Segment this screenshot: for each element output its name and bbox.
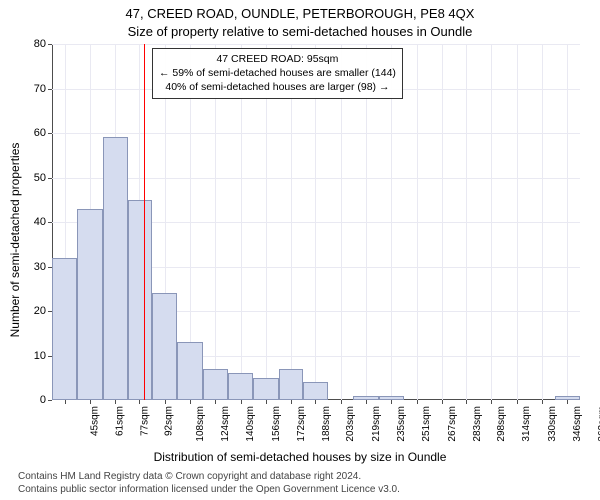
- annotation-line-2: ← 59% of semi-detached houses are smalle…: [159, 66, 396, 80]
- credit-line-2: Contains public sector information licen…: [18, 483, 400, 496]
- xtick-mark: [366, 400, 367, 404]
- xtick-mark: [391, 400, 392, 404]
- xtick-label: 108sqm: [195, 406, 206, 442]
- xtick-mark: [542, 400, 543, 404]
- xtick-label: 314sqm: [521, 406, 532, 442]
- xtick-mark: [190, 400, 191, 404]
- xtick-mark: [341, 400, 342, 404]
- ytick-label: 80: [34, 38, 46, 50]
- ytick-mark: [48, 222, 52, 223]
- histogram-bar: [203, 369, 228, 400]
- xtick-label: 330sqm: [547, 406, 558, 442]
- ytick-mark: [48, 400, 52, 401]
- reference-line: [144, 44, 145, 400]
- histogram-bar: [177, 342, 202, 400]
- xtick-mark: [466, 400, 467, 404]
- ytick-mark: [48, 44, 52, 45]
- histogram-bar: [279, 369, 303, 400]
- xtick-label: 124sqm: [220, 406, 231, 442]
- histogram-bar: [379, 396, 404, 400]
- chart-title-subtitle: Size of property relative to semi-detach…: [0, 24, 600, 39]
- ytick-label: 40: [34, 216, 46, 228]
- xtick-label: 346sqm: [572, 406, 583, 442]
- histogram-bar: [103, 137, 128, 400]
- histogram-bar: [253, 378, 278, 400]
- histogram-bar: [303, 382, 328, 400]
- xtick-label: 61sqm: [115, 406, 126, 436]
- xtick-mark: [215, 400, 216, 404]
- xtick-label: 283sqm: [472, 406, 483, 442]
- xtick-label: 156sqm: [271, 406, 282, 442]
- ytick-mark: [48, 89, 52, 90]
- chart-root: 47, CREED ROAD, OUNDLE, PETERBOROUGH, PE…: [0, 0, 600, 500]
- xtick-label: 251sqm: [421, 406, 432, 442]
- gridline-v: [417, 44, 418, 400]
- histogram-bar: [555, 396, 580, 400]
- xtick-label: 267sqm: [447, 406, 458, 442]
- histogram-bar: [353, 396, 378, 400]
- annotation-box: 47 CREED ROAD: 95sqm← 59% of semi-detach…: [152, 48, 403, 99]
- ytick-label: 50: [34, 172, 46, 184]
- ytick-mark: [48, 133, 52, 134]
- gridline-v: [442, 44, 443, 400]
- xtick-mark: [417, 400, 418, 404]
- ytick-label: 0: [40, 394, 46, 406]
- xtick-mark: [165, 400, 166, 404]
- xtick-mark: [442, 400, 443, 404]
- histogram-bar: [77, 209, 102, 400]
- xtick-mark: [315, 400, 316, 404]
- xtick-label: 45sqm: [89, 406, 100, 436]
- credit-line-1: Contains HM Land Registry data © Crown c…: [18, 470, 400, 483]
- histogram-bar: [228, 373, 253, 400]
- xtick-label: 188sqm: [322, 406, 333, 442]
- ytick-label: 70: [34, 83, 46, 95]
- ytick-label: 20: [34, 305, 46, 317]
- xtick-label: 298sqm: [496, 406, 507, 442]
- xtick-mark: [65, 400, 66, 404]
- xtick-mark: [90, 400, 91, 404]
- xtick-mark: [115, 400, 116, 404]
- ytick-mark: [48, 178, 52, 179]
- xtick-mark: [491, 400, 492, 404]
- xtick-mark: [291, 400, 292, 404]
- xtick-label: 235sqm: [396, 406, 407, 442]
- histogram-bar: [152, 293, 177, 400]
- ytick-label: 30: [34, 261, 46, 273]
- xtick-label: 203sqm: [345, 406, 356, 442]
- xtick-mark: [241, 400, 242, 404]
- x-axis-label: Distribution of semi-detached houses by …: [0, 450, 600, 464]
- gridline-v: [542, 44, 543, 400]
- xtick-mark: [567, 400, 568, 404]
- xtick-label: 140sqm: [245, 406, 256, 442]
- xtick-label: 77sqm: [140, 406, 151, 436]
- gridline-v: [466, 44, 467, 400]
- credits: Contains HM Land Registry data © Crown c…: [18, 470, 400, 496]
- ytick-label: 10: [34, 350, 46, 362]
- gridline-v: [491, 44, 492, 400]
- xtick-mark: [139, 400, 140, 404]
- xtick-mark: [266, 400, 267, 404]
- xtick-mark: [517, 400, 518, 404]
- xtick-label: 92sqm: [164, 406, 175, 436]
- gridline-v: [567, 44, 568, 400]
- y-axis-label: Number of semi-detached properties: [8, 90, 22, 390]
- annotation-line-3: 40% of semi-detached houses are larger (…: [159, 80, 396, 94]
- histogram-bar: [52, 258, 77, 400]
- xtick-label: 219sqm: [371, 406, 382, 442]
- gridline-v: [517, 44, 518, 400]
- plot-area: 0102030405060708045sqm61sqm77sqm92sqm108…: [52, 44, 580, 400]
- ytick-label: 60: [34, 127, 46, 139]
- xtick-label: 172sqm: [296, 406, 307, 442]
- chart-title-address: 47, CREED ROAD, OUNDLE, PETERBOROUGH, PE…: [0, 6, 600, 21]
- histogram-bar: [128, 200, 152, 400]
- annotation-line-1: 47 CREED ROAD: 95sqm: [159, 52, 396, 66]
